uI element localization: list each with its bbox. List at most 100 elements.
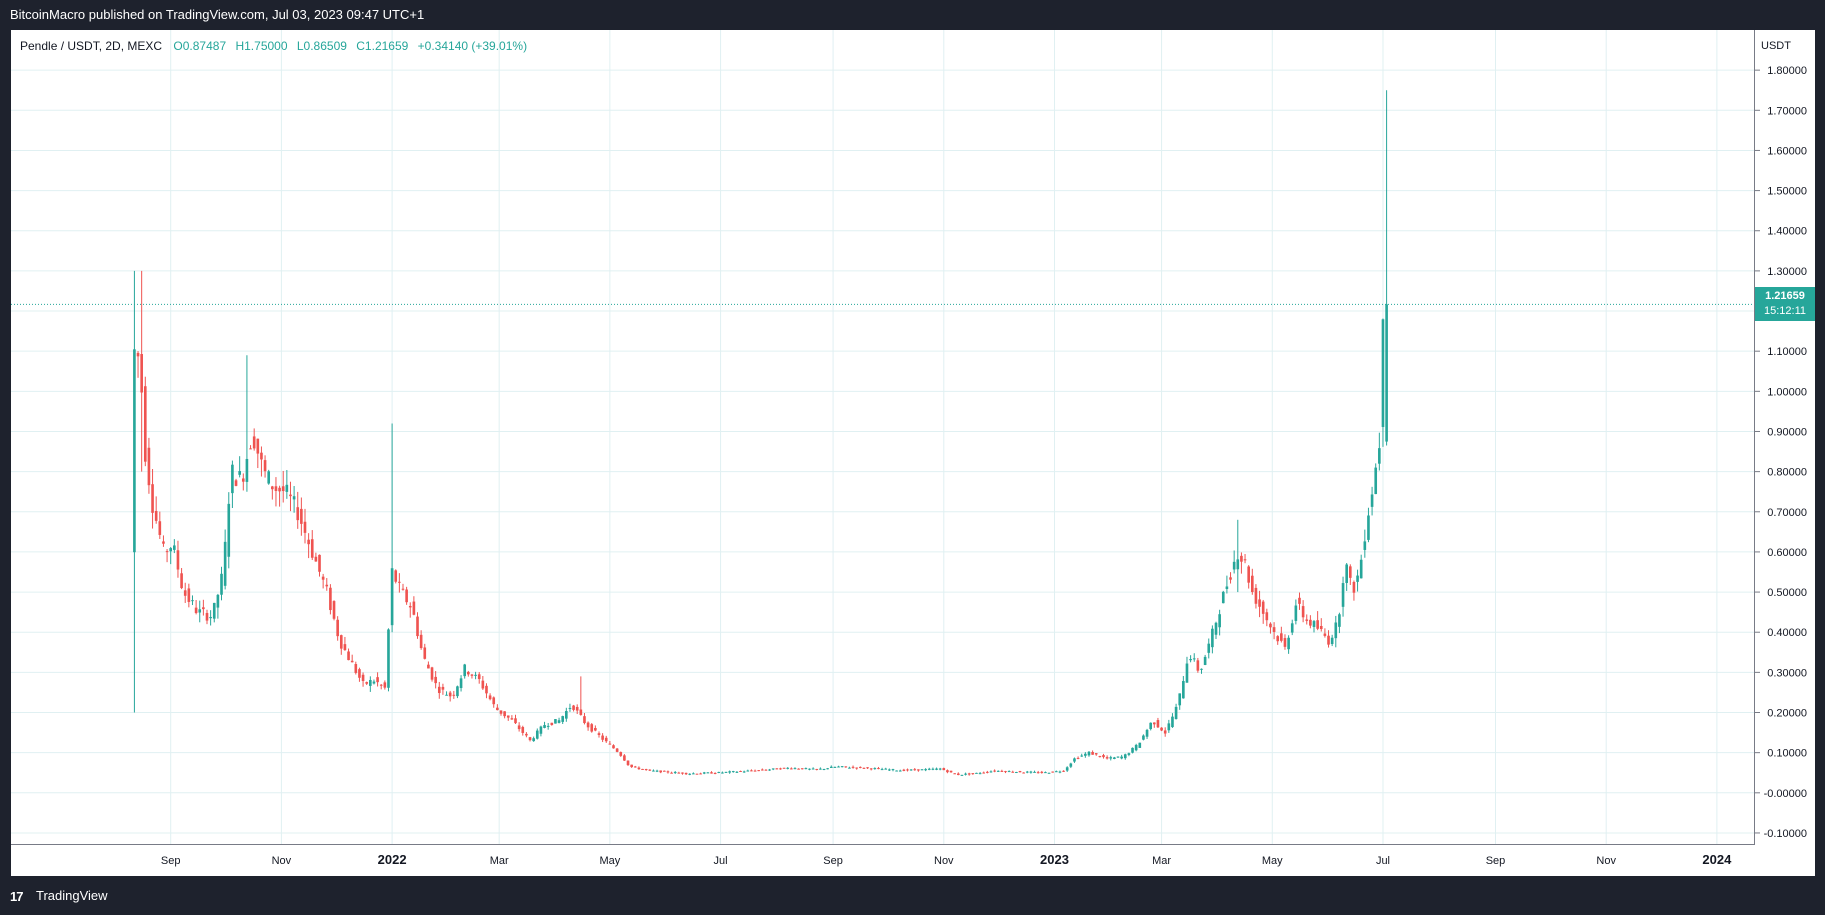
candle-body[interactable] [782,767,786,769]
candle-body[interactable] [898,770,902,772]
candle-body[interactable] [975,772,978,774]
candle-body[interactable] [1109,757,1113,759]
candle-body[interactable] [474,674,477,676]
candle-body[interactable] [1359,559,1363,579]
candle-body[interactable] [412,601,416,615]
candle-body[interactable] [1036,772,1040,774]
candle-body[interactable] [223,541,227,586]
candle-body[interactable] [604,737,608,742]
candle-body[interactable] [528,737,532,741]
candle-body[interactable] [488,695,492,700]
candle-body[interactable] [648,769,652,771]
candle-body[interactable] [913,769,917,771]
candle-body[interactable] [263,460,267,472]
candle-body[interactable] [742,771,746,773]
candles[interactable] [133,90,1388,776]
candle-body[interactable] [1044,772,1047,774]
candle-body[interactable] [775,768,779,770]
candle-body[interactable] [699,773,702,775]
candle-body[interactable] [1287,637,1290,650]
candle-body[interactable] [1178,693,1182,706]
candle-body[interactable] [198,609,202,613]
candle-body[interactable] [1062,770,1065,772]
candle-body[interactable] [408,605,412,608]
candle-body[interactable] [1084,753,1087,756]
candle-body[interactable] [880,769,884,771]
candle-body[interactable] [728,771,731,773]
candle-body[interactable] [993,770,996,772]
candle-body[interactable] [1218,614,1221,628]
candle-body[interactable] [869,768,873,770]
candle-body[interactable] [583,716,586,724]
candle-body[interactable] [343,644,347,651]
candle-body[interactable] [1370,494,1374,507]
candle-body[interactable] [183,590,187,596]
candle-body[interactable] [1105,757,1109,759]
candle-body[interactable] [1385,304,1388,442]
candle-body[interactable] [891,769,895,771]
candle-body[interactable] [1022,772,1025,774]
candle-body[interactable] [535,730,539,739]
candle-body[interactable] [539,726,543,734]
candle-body[interactable] [633,766,637,768]
candle-body[interactable] [525,733,528,736]
candle-body[interactable] [281,486,285,492]
candle-body[interactable] [829,766,833,768]
candle-body[interactable] [1011,771,1015,773]
candle-body[interactable] [721,772,724,774]
candle-body[interactable] [1163,730,1167,734]
candle-body[interactable] [220,573,223,595]
candle-body[interactable] [1029,771,1033,773]
candle-body[interactable] [358,669,361,678]
candle-body[interactable] [470,674,474,676]
candle-body[interactable] [561,716,565,722]
candle-body[interactable] [467,671,470,675]
candle-body[interactable] [1167,723,1171,731]
candle-body[interactable] [1272,627,1276,632]
candle-body[interactable] [840,766,844,768]
candle-body[interactable] [1261,601,1265,614]
candle-body[interactable] [1058,771,1062,773]
candle-body[interactable] [851,766,855,768]
candle-body[interactable] [1142,735,1145,740]
candle-body[interactable] [917,769,920,771]
candle-body[interactable] [1294,605,1298,621]
candle-body[interactable] [953,773,956,775]
candle-body[interactable] [1080,755,1084,757]
candle-body[interactable] [532,738,535,742]
candle-body[interactable] [1200,668,1203,670]
candle-body[interactable] [735,771,739,773]
candle-body[interactable] [1156,720,1160,728]
candle-body[interactable] [971,773,975,775]
candle-body[interactable] [1185,663,1189,683]
candle-body[interactable] [376,677,379,683]
candle-body[interactable] [187,588,191,602]
candle-body[interactable] [753,770,757,772]
candle-body[interactable] [768,769,771,771]
candle-body[interactable] [1116,756,1120,758]
candle-body[interactable] [1309,619,1312,626]
candle-body[interactable] [1236,559,1240,570]
candle-body[interactable] [289,494,292,497]
candle-body[interactable] [1091,751,1094,755]
candle-body[interactable] [630,764,633,768]
symbol-legend[interactable]: Pendle / USDT, 2D, MEXC O0.87487 H1.7500… [20,39,533,53]
candle-body[interactable] [1283,638,1287,647]
candle-body[interactable] [909,769,913,771]
candle-body[interactable] [173,545,176,550]
candle-body[interactable] [1160,727,1163,731]
candle-body[interactable] [641,768,644,770]
candle-body[interactable] [285,484,289,492]
candle-body[interactable] [1054,771,1058,773]
candle-body[interactable] [245,458,249,482]
candle-body[interactable] [895,770,898,772]
candle-body[interactable] [594,727,597,731]
candle-body[interactable] [942,768,946,771]
candle-body[interactable] [514,718,517,724]
candle-body[interactable] [601,735,604,740]
candle-body[interactable] [619,752,623,756]
candle-body[interactable] [162,541,165,544]
candle-body[interactable] [481,680,485,689]
candle-body[interactable] [1247,566,1250,583]
tradingview-brand[interactable]: TradingView [36,888,108,903]
